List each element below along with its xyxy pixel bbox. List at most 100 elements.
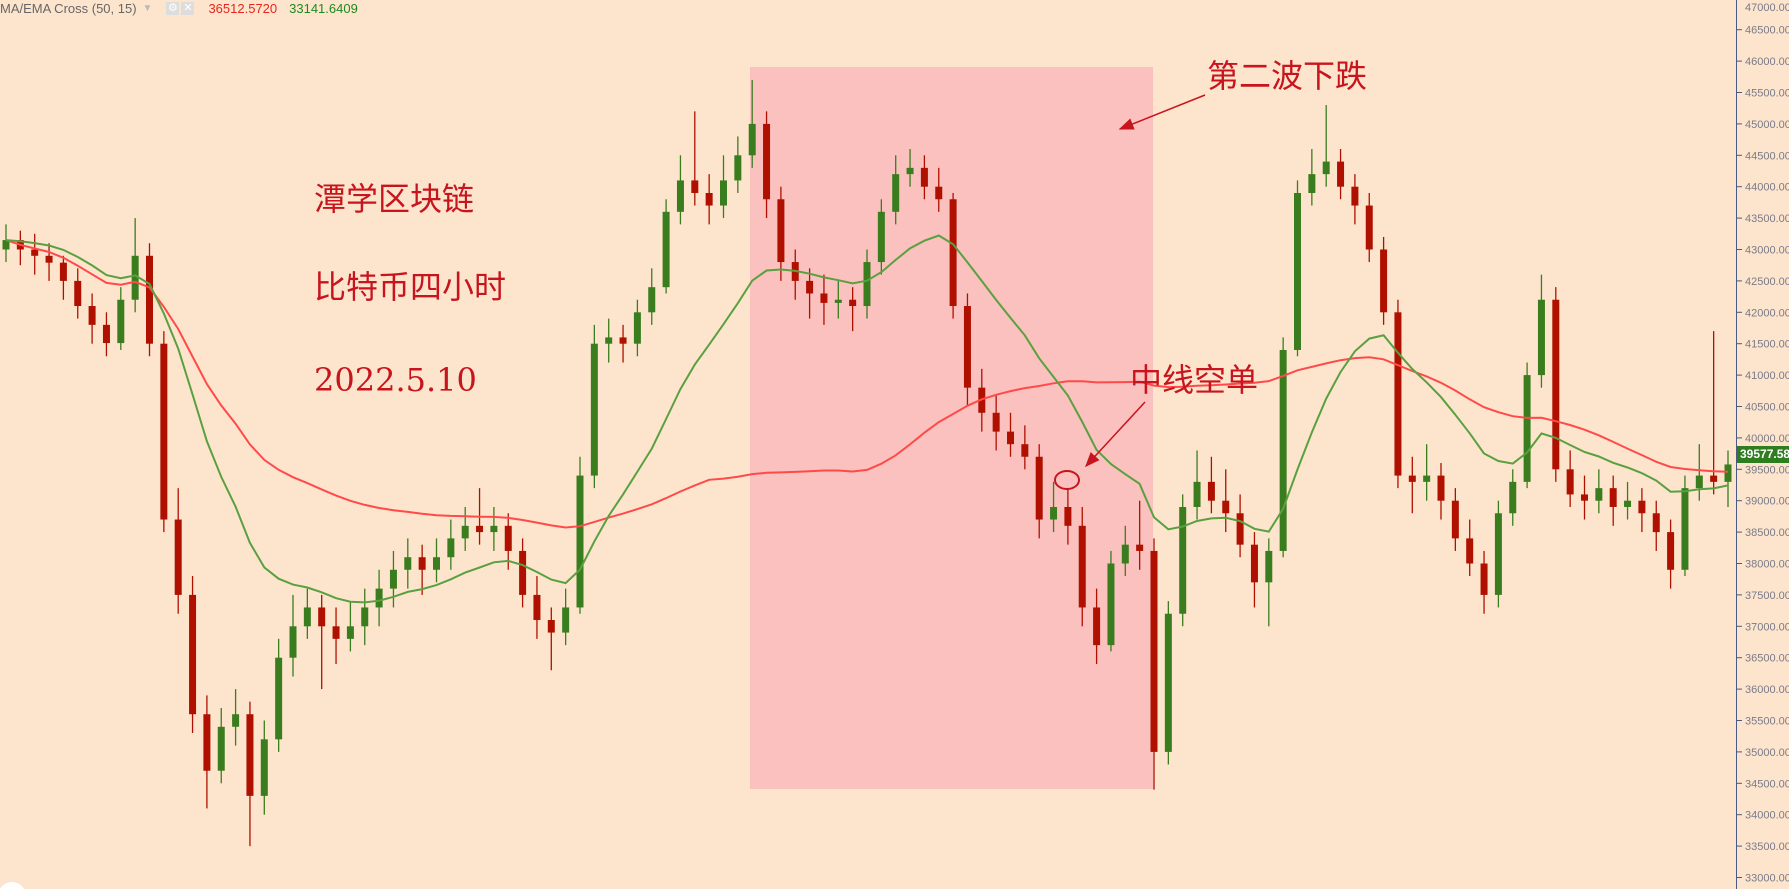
candle <box>1523 362 1531 489</box>
candle-body <box>834 299 842 303</box>
candle-body <box>1380 249 1388 313</box>
candle <box>1136 500 1144 570</box>
candle <box>1466 519 1474 577</box>
candle-body <box>1121 544 1129 564</box>
candle <box>289 594 297 677</box>
candle-body <box>1365 205 1373 250</box>
candle <box>1394 299 1402 489</box>
candle-body <box>289 626 297 658</box>
candle-body <box>949 199 957 307</box>
candle <box>375 569 383 627</box>
candle <box>863 249 871 319</box>
candle <box>232 689 240 746</box>
gear-icon[interactable]: ⚙ <box>166 1 180 15</box>
candle-body <box>1408 475 1416 482</box>
candle <box>1308 149 1316 206</box>
y-tick-label: 39000.00 <box>1745 496 1789 508</box>
candle-body <box>720 180 727 206</box>
candle-body <box>763 123 771 200</box>
candle <box>1351 174 1359 225</box>
candle <box>763 111 771 219</box>
candle-body <box>1624 500 1632 507</box>
candle-body <box>590 343 598 476</box>
candle <box>16 230 24 266</box>
candle-body <box>605 337 613 344</box>
candle <box>102 312 110 357</box>
candle-body <box>1652 513 1660 533</box>
candle-body <box>1035 456 1043 520</box>
candle-body <box>260 739 268 796</box>
arrow-to-short-entry <box>1084 401 1146 468</box>
candle-body <box>318 607 326 627</box>
candle-body <box>676 180 684 212</box>
caret-down-icon[interactable]: ▼ <box>142 2 153 14</box>
y-tick-label: 45000.00 <box>1745 119 1789 131</box>
candle <box>461 506 469 551</box>
y-tick-label: 37500.00 <box>1745 590 1789 602</box>
candle <box>533 576 541 639</box>
candle-body <box>920 167 928 187</box>
highlight-zone-second-drop <box>750 67 1153 789</box>
candle <box>275 638 283 752</box>
candle-body <box>1294 192 1301 350</box>
candle-body <box>404 557 412 570</box>
candle <box>88 293 96 344</box>
candle <box>346 601 354 652</box>
candle <box>1265 538 1273 627</box>
candle <box>2 224 10 263</box>
candle <box>1423 444 1431 501</box>
candle <box>734 136 742 193</box>
candle <box>1064 488 1072 545</box>
candle <box>676 155 684 225</box>
candle <box>1294 180 1301 357</box>
candle-body <box>217 726 225 771</box>
candle <box>1624 481 1632 520</box>
candle-body <box>820 293 828 303</box>
candle-body <box>1265 550 1273 583</box>
candle <box>303 588 311 639</box>
candle-body <box>1193 481 1201 507</box>
candle <box>1107 550 1115 652</box>
candle <box>849 287 857 332</box>
candle <box>547 607 555 671</box>
candle <box>404 538 412 589</box>
candle-body <box>375 588 383 608</box>
candle <box>892 155 900 225</box>
price-axis[interactable]: 47000.00 46500.00 46000.00 45500.00 45000.00… <box>1737 0 1789 885</box>
close-icon[interactable]: ✕ <box>181 1 195 15</box>
candle-body <box>146 255 153 344</box>
candle-body <box>1638 500 1646 514</box>
candle <box>31 233 39 275</box>
candle <box>1150 538 1158 790</box>
y-tick-label: 46000.00 <box>1745 56 1789 68</box>
candle-body <box>1566 469 1574 495</box>
candle <box>1164 601 1172 765</box>
candle-body <box>461 525 469 539</box>
candle-body <box>189 594 197 715</box>
y-tick-label: 44500.00 <box>1745 150 1789 162</box>
candle-body <box>1107 563 1115 646</box>
candle <box>1652 500 1660 551</box>
candle-body <box>1581 494 1588 501</box>
candle <box>834 280 842 319</box>
candle <box>1121 525 1129 577</box>
candle-body <box>705 192 713 206</box>
candle <box>117 287 125 350</box>
candle-body <box>389 569 397 589</box>
candle <box>1509 469 1517 526</box>
candle <box>146 243 153 357</box>
candle <box>935 167 943 212</box>
candle <box>1236 494 1244 558</box>
candle <box>160 331 168 533</box>
candle-body <box>1064 506 1072 526</box>
candle-body <box>1595 488 1603 501</box>
candle-body <box>1351 186 1359 206</box>
candle-body <box>1609 488 1617 507</box>
last-price-badge: 39577.58 <box>1737 446 1789 463</box>
candle <box>332 607 340 664</box>
candle-body <box>1308 174 1316 193</box>
y-tick-label: 33000.00 <box>1745 873 1789 885</box>
candle-body <box>117 299 125 344</box>
candle <box>361 588 369 646</box>
